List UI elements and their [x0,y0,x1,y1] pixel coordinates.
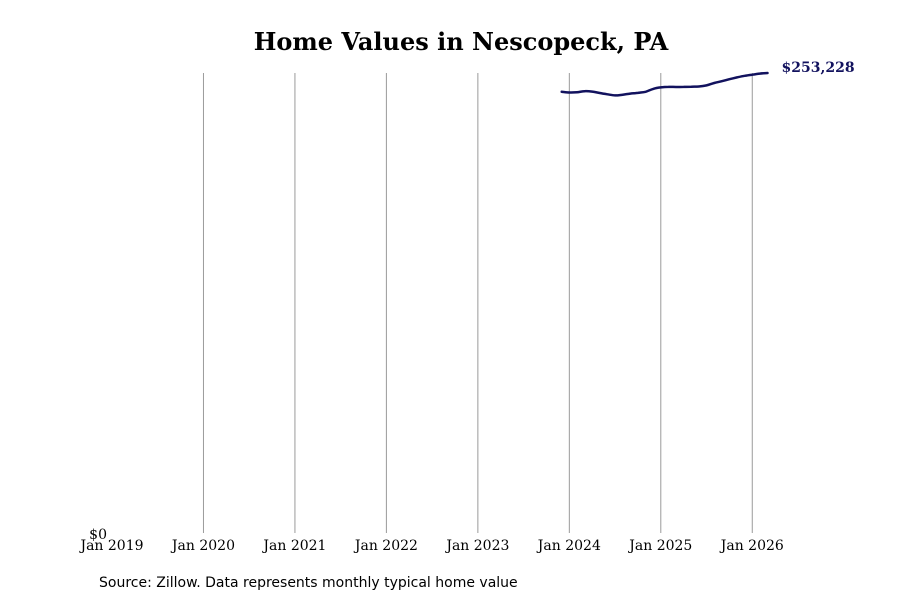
x-tick-label: Jan 2026 [719,538,784,554]
x-tick-label: Jan 2024 [536,538,601,554]
home-value-line [560,71,769,97]
y-tick-label: $0 [89,527,107,543]
gridlines [202,73,753,533]
y-axis-ticks: $0 [89,527,107,543]
x-tick-label: Jan 2020 [170,538,235,554]
x-tick-label: Jan 2019 [78,538,143,554]
latest-value-label: $253,228 [782,60,855,76]
x-tick-label: Jan 2022 [353,538,418,554]
x-tick-label: Jan 2021 [261,538,326,554]
x-tick-label: Jan 2025 [627,538,692,554]
source-note: Source: Zillow. Data represents monthly … [99,575,518,591]
chart-title: Home Values in Nescopeck, PA [254,27,669,56]
x-tick-label: Jan 2023 [444,538,509,554]
x-axis-ticks: Jan 2019 Jan 2020 Jan 2021 Jan 2022 Jan 2023… [78,538,783,554]
